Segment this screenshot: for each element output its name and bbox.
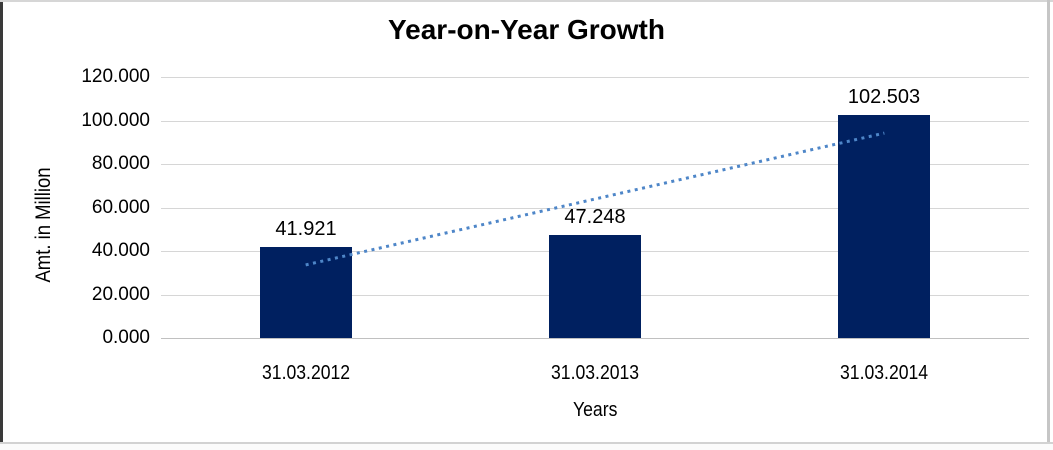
data-label: 47.248 bbox=[564, 206, 626, 228]
x-tick-label: 31.03.2012 bbox=[216, 362, 396, 384]
x-axis-title-text: Years bbox=[572, 399, 618, 421]
bar-31.03.2014 bbox=[838, 115, 930, 338]
frame-border-left bbox=[0, 0, 3, 450]
y-tick-label: 20.000 bbox=[91, 284, 150, 305]
x-axis-title: Years bbox=[445, 399, 745, 422]
frame-border-right bbox=[1047, 0, 1050, 450]
y-tick-label: 80.000 bbox=[91, 153, 150, 174]
gridline bbox=[161, 121, 1029, 122]
frame-bottom-strip bbox=[0, 444, 1053, 450]
frame-border-top bbox=[0, 0, 1053, 2]
y-axis-title: Amt. in Million bbox=[32, 167, 55, 283]
data-label: 102.503 bbox=[847, 86, 921, 108]
y-tick-label: 40.000 bbox=[91, 240, 150, 261]
gridline bbox=[161, 338, 1029, 339]
x-tick-label-text: 31.03.2012 bbox=[261, 362, 351, 384]
gridline bbox=[161, 77, 1029, 78]
y-tick-label: 120.000 bbox=[81, 66, 150, 87]
x-tick-label: 31.03.2013 bbox=[505, 362, 685, 384]
x-tick-label-text: 31.03.2014 bbox=[839, 362, 929, 384]
bar-31.03.2013 bbox=[549, 235, 641, 338]
chart-title: Year-on-Year Growth bbox=[388, 14, 665, 45]
y-tick-label: 60.000 bbox=[91, 197, 150, 218]
x-tick-label: 31.03.2014 bbox=[794, 362, 974, 384]
bar-31.03.2012 bbox=[260, 247, 352, 338]
x-tick-label-text: 31.03.2013 bbox=[550, 362, 640, 384]
y-tick-label: 0.000 bbox=[102, 327, 150, 348]
data-label: 41.921 bbox=[275, 218, 337, 240]
y-tick-label: 100.000 bbox=[81, 110, 150, 131]
frame-border-bottom bbox=[0, 442, 1053, 444]
